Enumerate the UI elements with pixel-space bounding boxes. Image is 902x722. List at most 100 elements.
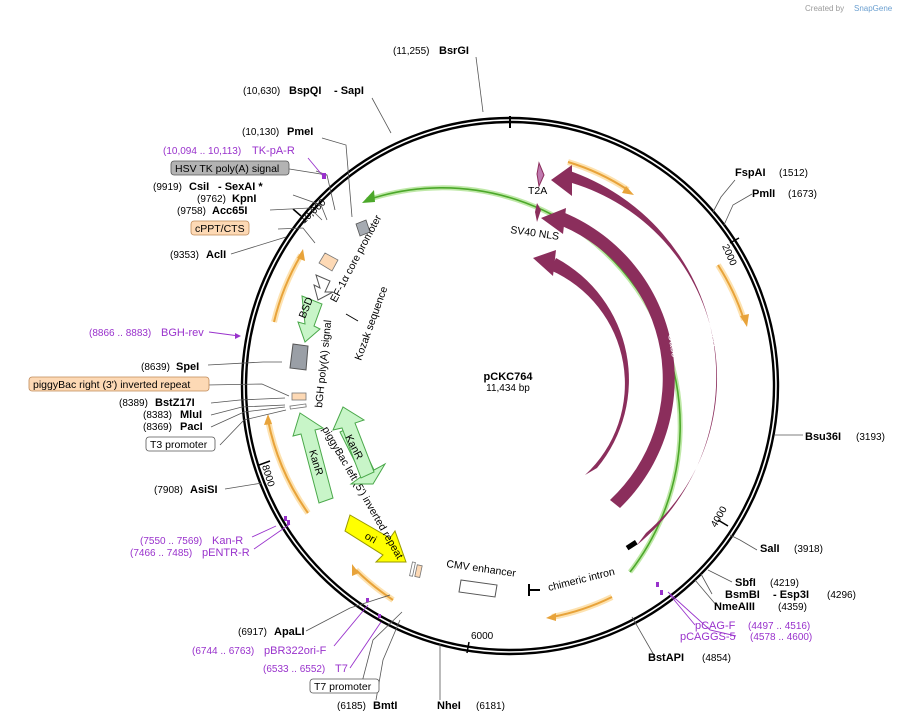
cmv-enhancer-feature: [458, 579, 498, 598]
primer-leaders: [208, 157, 737, 669]
orange-arrow-5: [264, 414, 272, 425]
kozak-label: Kozak sequence: [353, 285, 391, 362]
chimeric-intron-mark: [625, 540, 638, 551]
site-csii-pos: (9919): [153, 182, 182, 193]
hsv-tk-box: [170, 160, 290, 176]
site-kpni-name: KpnI: [232, 193, 256, 205]
tick-10000: [292, 208, 302, 217]
tick-label-6000: 6000: [471, 631, 494, 642]
chimeric-intron-label: chimeric intron: [547, 566, 616, 594]
primer-pcagf-name: pCAG-F: [695, 620, 736, 632]
cas9-label-inner: Cas9: [624, 341, 640, 367]
tick-2000: [729, 237, 740, 244]
site-asisi-name: AsiSI: [190, 484, 218, 496]
site-apali-name: ApaLI: [274, 626, 305, 638]
site-nhei-name: NheI: [437, 700, 461, 712]
site-nhei-pos: (6181): [476, 701, 505, 712]
site-bmti-pos: (6185): [337, 701, 366, 712]
cas9-arc-inner: [533, 250, 629, 475]
site-fspai-name: FspAI: [735, 167, 766, 179]
ef1a-promoter-feature: [313, 274, 334, 301]
cas9-label-outer: Cas9: [703, 321, 719, 347]
primer-kanr-name: Kan-R: [212, 535, 243, 547]
site-asisi-pos: (7908): [154, 485, 183, 496]
bgh-polya-feature: [289, 343, 309, 371]
site-sali-name: SalI: [760, 543, 780, 555]
site-pmli-name: PmlI: [752, 188, 775, 200]
cas9-arc-middle: [541, 208, 675, 508]
site-nmeaiii-name: NmeAIII: [714, 601, 755, 613]
site-bspqi-name: BspQI: [289, 85, 321, 97]
primer-pcaggs5-name: pCAGGS-5: [680, 631, 736, 643]
t7-promoter-marker: [414, 564, 423, 578]
piggybac-right-box-label: piggyBac right (3') inverted repeat: [33, 379, 190, 391]
site-bsrgi-pos: (11,255): [393, 46, 430, 57]
site-bstapi-name: BstAPI: [648, 652, 684, 664]
site-sapi-name: - SapI: [334, 85, 364, 97]
site-mlui-pos: (8383): [143, 410, 172, 421]
site-spei-pos: (8639): [141, 362, 170, 373]
t7-promoter-box: [309, 678, 380, 694]
sv40-label: SV40 NLS: [510, 224, 560, 243]
orange-arrow-2: [740, 314, 749, 327]
bsd-feature: [297, 295, 323, 343]
primer-pentrr-name: pENTR-R: [202, 547, 250, 559]
primer-pbr322-name: pBR322ori-F: [264, 645, 327, 657]
lac-marker: [409, 561, 416, 577]
site-spei-name: SpeI: [176, 361, 199, 373]
tick-4000: [717, 519, 729, 527]
site-sbfi-pos: (4219): [770, 578, 799, 589]
snapgene-brand: SnapGene: [854, 4, 893, 13]
t3-promoter-feature: [289, 403, 307, 410]
site-bsmbi-name: BsmBI: [725, 589, 760, 601]
site-sbfi-name: SbfI: [735, 577, 756, 589]
site-apali-pos: (6917): [238, 627, 267, 638]
site-kpni-pos: (9762): [197, 194, 226, 205]
kanr-arrow-top: [332, 406, 375, 479]
piggybac-right-box: [28, 376, 210, 392]
site-bspqi-pos: (10,630): [243, 86, 280, 97]
site-bstz17i-pos: (8389): [119, 398, 148, 409]
primer-t7-name: T7: [335, 663, 348, 675]
tick-label-2000: 2000: [719, 243, 738, 268]
site-acii-pos: (9353): [170, 250, 199, 261]
primer-pcagf-range: (4497 .. 4516): [748, 621, 810, 632]
site-pmei-name: PmeI: [287, 126, 313, 138]
site-pmei-pos: (10,130): [242, 127, 279, 138]
primer-t7-range: (6533 .. 6552): [263, 664, 325, 675]
primer-tkpar-name: TK-pA-R: [252, 145, 295, 157]
site-bsrgi-name: BsrGI: [439, 45, 469, 57]
primer-bghrev-name: BGH-rev: [161, 327, 204, 339]
hsv-tk-feature: [355, 219, 371, 237]
primer-kanr-range: (7550 .. 7569): [140, 536, 202, 547]
orange-arrow-6: [297, 249, 305, 261]
site-bsmbi-pos: (4296): [827, 590, 856, 601]
credit-text: Created by: [805, 4, 844, 13]
primer-pcaggs5-range: (4578 .. 4600): [750, 632, 812, 643]
orange-arrow-1: [622, 186, 634, 195]
t3-promoter-box: [145, 436, 216, 452]
tick-8000: [258, 460, 271, 466]
cppt-box-label: cPPT/CTS: [195, 223, 245, 235]
orf-arc-arrowhead: [362, 190, 375, 203]
plasmid-size: 11,434 bp: [486, 383, 530, 394]
sv40-feature: [535, 203, 541, 222]
cppt-box: [190, 220, 250, 236]
hsv-tk-box-label: HSV TK poly(A) signal: [175, 163, 279, 175]
orange-arrow-4: [352, 564, 359, 576]
site-bsu36i-pos: (3193): [856, 432, 885, 443]
site-paci-name: PacI: [180, 421, 203, 433]
site-paci-pos: (8369): [143, 422, 172, 433]
cppt-feature: [318, 252, 339, 272]
t7-promoter-box-label: T7 promoter: [314, 681, 372, 693]
site-bstapi-pos: (4854): [702, 653, 731, 664]
site-nmeaiii-pos: (4359): [778, 602, 807, 613]
cas9-arc-outer: [551, 165, 718, 545]
site-sali-pos: (3918): [794, 544, 823, 555]
orange-arrow-3: [546, 613, 556, 621]
primer-pbr322-range: (6744 .. 6763): [192, 646, 254, 657]
site-acii-name: AclI: [206, 249, 226, 261]
kanr-arrow-bottom: [292, 412, 334, 504]
t3-promoter-box-label: T3 promoter: [150, 439, 208, 451]
kozak-pointer: [345, 313, 359, 322]
